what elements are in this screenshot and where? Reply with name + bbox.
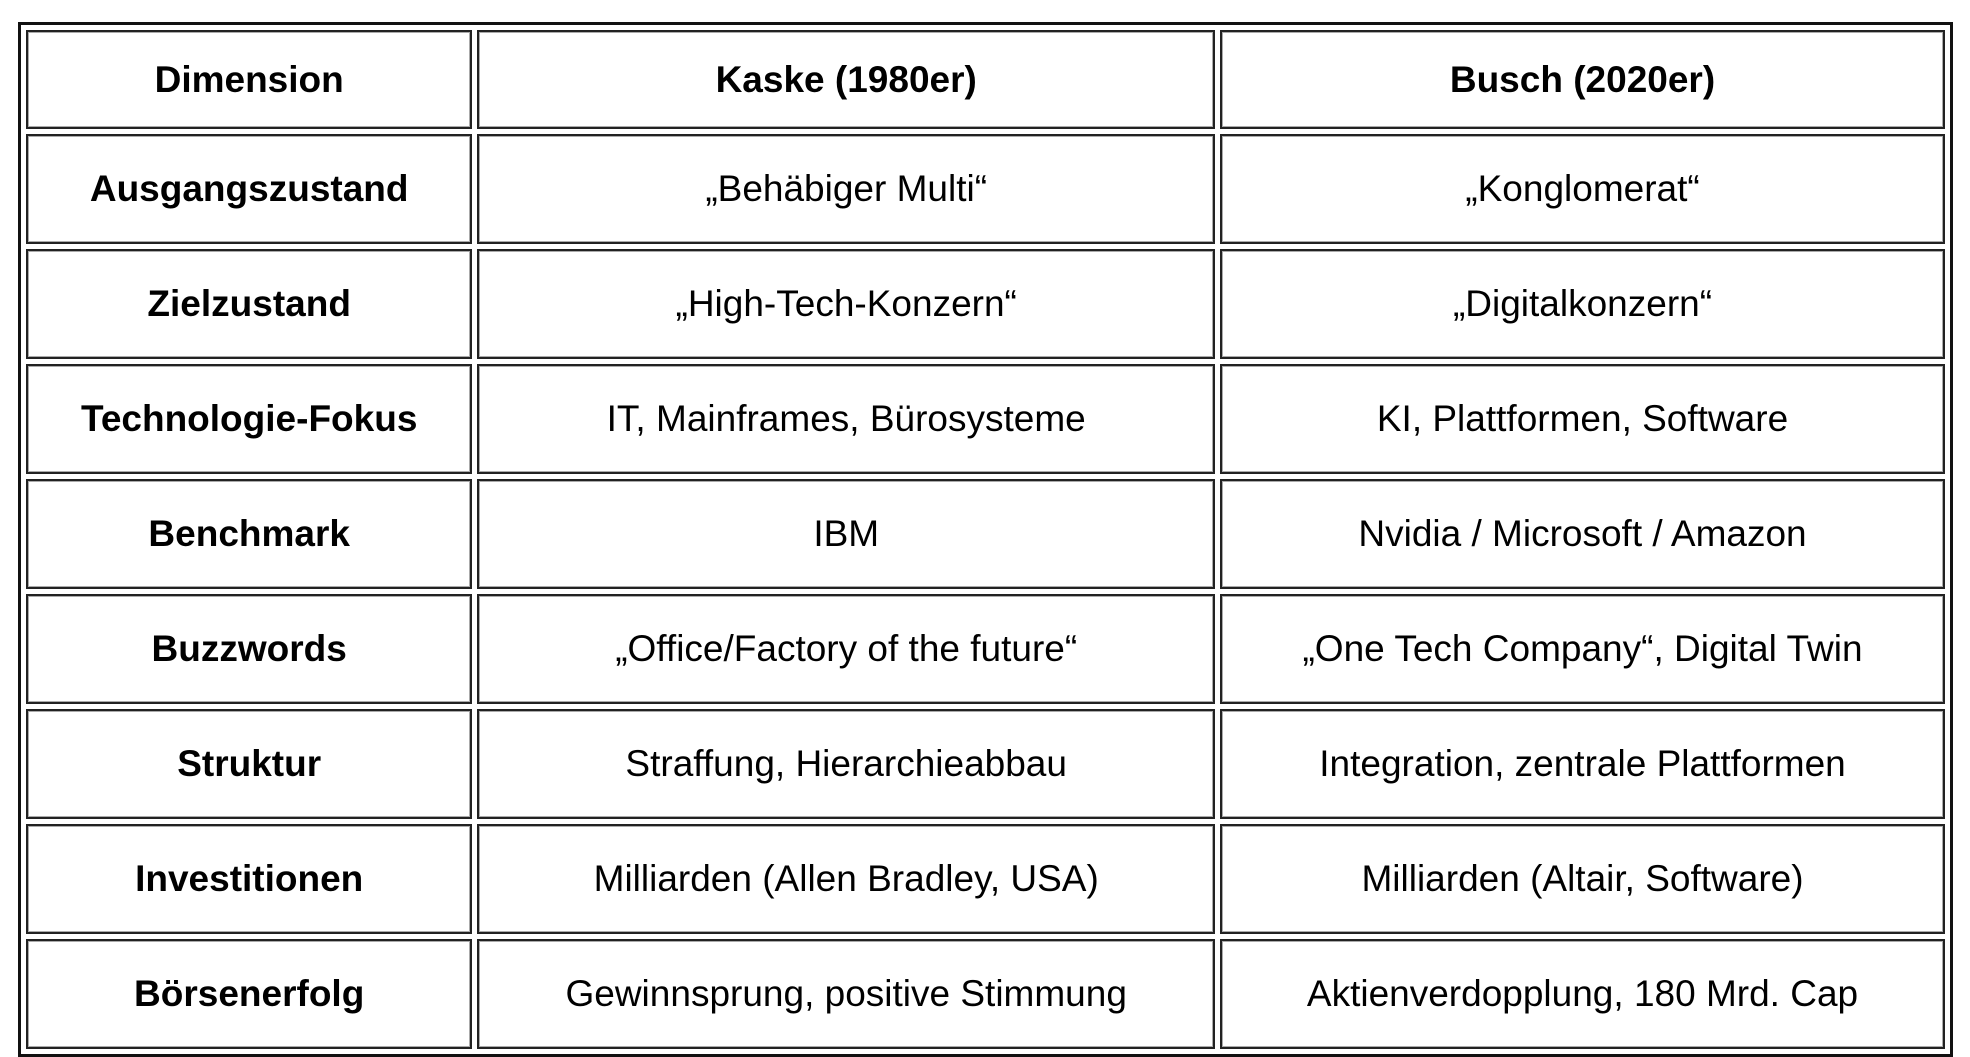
- cell-dimension: Benchmark: [26, 479, 473, 589]
- table-row: Investitionen Milliarden (Allen Bradley, …: [26, 824, 1945, 934]
- cell-busch: „Digitalkonzern“: [1220, 249, 1945, 359]
- cell-dimension: Struktur: [26, 709, 473, 819]
- cell-kaske: „Office/Factory of the future“: [477, 594, 1216, 704]
- header-row: Dimension Kaske (1980er) Busch (2020er): [26, 30, 1945, 129]
- table-row: Struktur Straffung, Hierarchieabbau Integr…: [26, 709, 1945, 819]
- header-dimension: Dimension: [26, 30, 473, 129]
- cell-busch: „One Tech Company“, Digital Twin: [1220, 594, 1945, 704]
- cell-dimension: Börsenerfolg: [26, 939, 473, 1049]
- cell-busch: Milliarden (Altair, Software): [1220, 824, 1945, 934]
- table-row: Benchmark IBM Nvidia / Microsoft / Amazon: [26, 479, 1945, 589]
- table-row: Buzzwords „Office/Factory of the future“ „…: [26, 594, 1945, 704]
- cell-dimension: Ausgangszustand: [26, 134, 473, 244]
- cell-kaske: Gewinnsprung, positive Stimmung: [477, 939, 1216, 1049]
- cell-kaske: „High-Tech-Konzern“: [477, 249, 1216, 359]
- table-row: Technologie-Fokus IT, Mainframes, Bürosys…: [26, 364, 1945, 474]
- header-kaske: Kaske (1980er): [477, 30, 1216, 129]
- table-row: Zielzustand „High-Tech-Konzern“ „Digitalko…: [26, 249, 1945, 359]
- cell-busch: Integration, zentrale Plattformen: [1220, 709, 1945, 819]
- cell-busch: Aktienverdopplung, 180 Mrd. Cap: [1220, 939, 1945, 1049]
- cell-kaske: Milliarden (Allen Bradley, USA): [477, 824, 1216, 934]
- cell-dimension: Technologie-Fokus: [26, 364, 473, 474]
- cell-busch: Nvidia / Microsoft / Amazon: [1220, 479, 1945, 589]
- cell-dimension: Zielzustand: [26, 249, 473, 359]
- comparison-table: Dimension Kaske (1980er) Busch (2020er) …: [18, 22, 1953, 1057]
- cell-kaske: Straffung, Hierarchieabbau: [477, 709, 1216, 819]
- table-row: Ausgangszustand „Behäbiger Multi“ „Konglom…: [26, 134, 1945, 244]
- cell-kaske: IT, Mainframes, Bürosysteme: [477, 364, 1216, 474]
- cell-kaske: IBM: [477, 479, 1216, 589]
- cell-busch: „Konglomerat“: [1220, 134, 1945, 244]
- header-busch: Busch (2020er): [1220, 30, 1945, 129]
- cell-kaske: „Behäbiger Multi“: [477, 134, 1216, 244]
- cell-busch: KI, Plattformen, Software: [1220, 364, 1945, 474]
- table-row: Börsenerfolg Gewinnsprung, positive Stimm…: [26, 939, 1945, 1049]
- cell-dimension: Buzzwords: [26, 594, 473, 704]
- cell-dimension: Investitionen: [26, 824, 473, 934]
